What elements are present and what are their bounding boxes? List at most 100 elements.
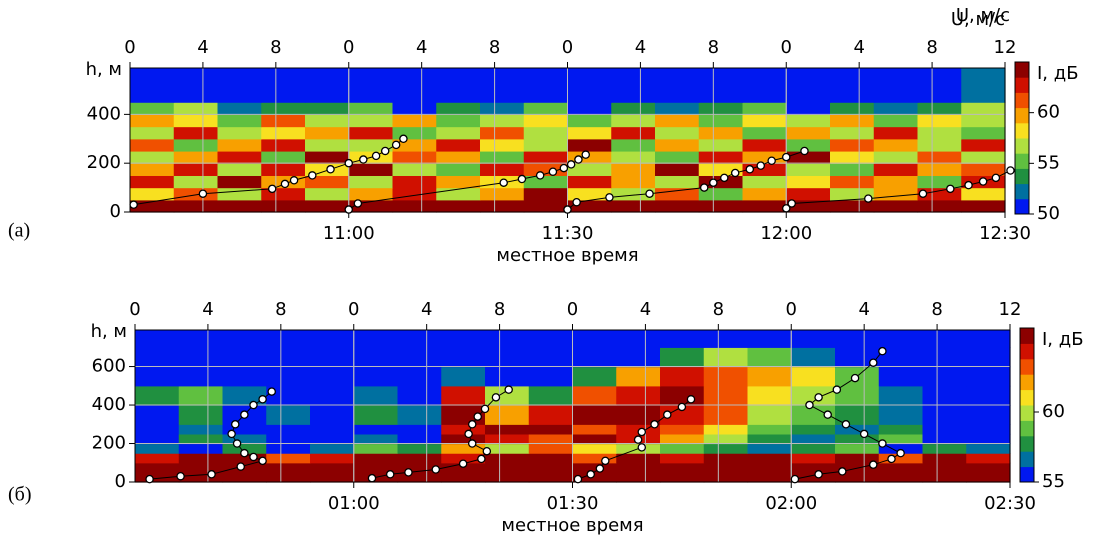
heat-cell xyxy=(917,114,962,128)
heat-cell xyxy=(567,175,612,189)
heat-cell xyxy=(878,385,924,406)
heat-cell xyxy=(786,68,831,103)
heat-cell xyxy=(173,199,219,213)
heat-cell xyxy=(966,443,1011,454)
wind-point xyxy=(1006,166,1015,175)
colorbar-frame xyxy=(1014,61,1030,215)
heat-cell xyxy=(878,433,924,445)
heat-cell xyxy=(786,187,831,201)
heat-cell xyxy=(353,443,399,454)
wind-point xyxy=(129,200,138,209)
wind-point xyxy=(782,204,791,213)
heat-cell xyxy=(485,433,530,445)
heat-cell xyxy=(130,102,175,115)
heat-cell xyxy=(266,424,311,435)
heat-cell xyxy=(348,175,394,189)
heat-cell xyxy=(917,150,962,164)
heat-cell xyxy=(436,175,481,189)
heat-cell xyxy=(698,199,744,213)
heat-cell xyxy=(611,175,656,189)
u-tick-label: 4 xyxy=(640,299,651,320)
heat-cell xyxy=(310,385,355,406)
heat-cell xyxy=(353,424,399,435)
colorbar-swatch xyxy=(1020,328,1034,344)
heat-cell xyxy=(878,366,924,387)
panel-label: (а) xyxy=(8,220,30,242)
heat-cell xyxy=(135,443,180,454)
heat-cell xyxy=(922,433,967,445)
heat-cell xyxy=(523,102,569,115)
heat-cell xyxy=(747,453,792,464)
wind-point xyxy=(832,385,842,394)
u-tick-label: 4 xyxy=(853,37,864,58)
heat-cell xyxy=(655,126,700,140)
heat-cell xyxy=(261,199,306,213)
heat-cell xyxy=(791,424,836,435)
heat-cell xyxy=(567,102,612,115)
heat-cell xyxy=(917,199,962,213)
u-axis-label: U, м/с xyxy=(956,5,1010,26)
heat-cell xyxy=(217,114,262,128)
colorbar-tick-label: 55 xyxy=(1042,471,1065,492)
heat-cell xyxy=(616,330,661,348)
heat-cell xyxy=(178,424,224,435)
heat-cell xyxy=(786,150,831,164)
wind-point xyxy=(145,474,154,484)
x-tick-label: 12:30 xyxy=(979,223,1031,244)
heat-cell xyxy=(173,126,219,140)
wind-point xyxy=(431,465,441,474)
wind-point xyxy=(380,146,390,156)
heat-cell xyxy=(222,453,267,464)
heat-cell xyxy=(961,138,1006,152)
u-tick-label: 0 xyxy=(562,37,573,58)
heat-cell xyxy=(130,150,175,164)
u-tick-label: 4 xyxy=(202,299,213,320)
wind-point xyxy=(482,446,492,456)
heat-cell xyxy=(261,163,306,176)
heat-cell xyxy=(266,366,311,387)
heat-cell xyxy=(485,462,530,483)
wind-point xyxy=(267,184,277,194)
heat-cell xyxy=(835,433,880,445)
wind-point xyxy=(308,171,317,180)
heat-cell xyxy=(480,187,525,201)
heat-cell xyxy=(917,163,962,176)
heat-cell xyxy=(480,68,525,103)
heat-cell xyxy=(436,150,481,164)
wind-point xyxy=(859,429,869,439)
heat-cell xyxy=(922,443,967,454)
heat-cell xyxy=(660,453,705,464)
heat-cell xyxy=(655,138,700,152)
heat-cell xyxy=(528,385,574,406)
heat-cell xyxy=(572,405,617,425)
heat-cell xyxy=(786,138,831,152)
plot-frame xyxy=(134,329,1011,483)
wind-point xyxy=(198,189,208,198)
heat-cell xyxy=(917,126,962,140)
heat-cell xyxy=(660,424,705,435)
wind-point xyxy=(548,167,558,176)
u-tick-label: 0 xyxy=(567,299,578,320)
heat-cell xyxy=(173,102,219,115)
heat-cell xyxy=(698,138,744,152)
wind-point xyxy=(236,462,245,471)
heat-cell xyxy=(441,453,486,464)
u-tick-label: 8 xyxy=(494,299,505,320)
colorbar-swatch xyxy=(1015,183,1029,200)
heat-cell xyxy=(660,385,705,406)
wind-point xyxy=(344,158,353,168)
heat-cell xyxy=(266,347,311,368)
heat-cell xyxy=(310,424,355,435)
colorbar-swatch xyxy=(1020,343,1034,360)
heat-cell xyxy=(572,462,617,483)
heat-cell xyxy=(178,443,224,454)
wind-point xyxy=(359,155,368,164)
heat-cell xyxy=(703,443,749,454)
y-tick-label: 400 xyxy=(92,394,126,415)
wind-point xyxy=(491,393,501,402)
heat-cell xyxy=(523,68,569,103)
colorbar-tick-label: 55 xyxy=(1037,152,1060,173)
heat-cell xyxy=(698,102,744,115)
heat-cell xyxy=(961,199,1006,213)
heat-cell xyxy=(747,405,792,425)
